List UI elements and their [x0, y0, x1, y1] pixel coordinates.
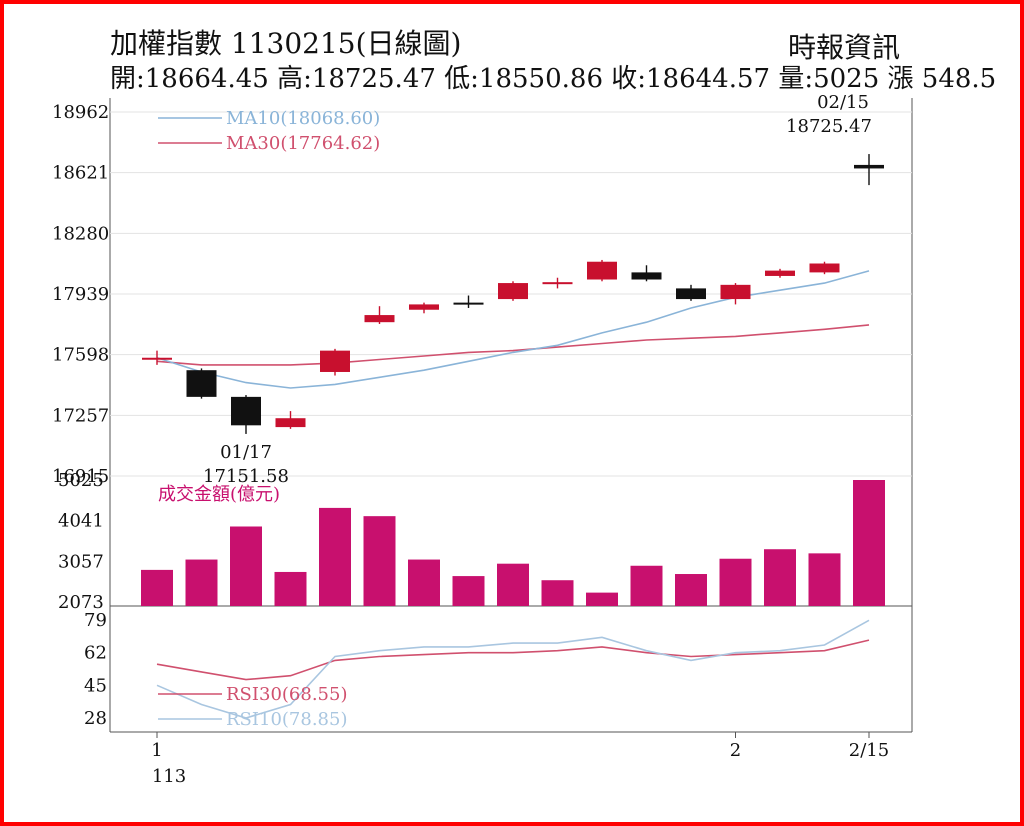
low-annotation-date: 01/17 — [220, 442, 272, 463]
volume-bar — [185, 559, 218, 606]
ohlc-summary: 開:18664.45 高:18725.47 低:18550.86 收:18644… — [110, 64, 997, 94]
volume-tick-label: 2073 — [58, 592, 104, 613]
price-tick-label: 18962 — [52, 102, 109, 123]
rsi-tick-label: 79 — [84, 610, 107, 631]
volume-bar — [452, 576, 485, 606]
rsi-tick-label: 28 — [84, 708, 107, 729]
x-tick-label: 2/15 — [849, 740, 889, 761]
x-tick-label: 1 — [151, 740, 162, 761]
rsi30-legend-label: RSI30(68.55) — [226, 684, 347, 705]
high-annotation-date: 02/15 — [817, 92, 869, 113]
volume-bar — [808, 553, 841, 606]
candle-body — [142, 357, 172, 360]
volume-tick-label: 4041 — [58, 511, 104, 532]
volume-bar — [230, 526, 262, 606]
price-tick-label: 18280 — [52, 223, 109, 244]
price-tick-label: 17939 — [52, 284, 109, 305]
candle-body — [364, 315, 395, 323]
ma30-legend-label: MA30(17764.62) — [226, 133, 380, 154]
candle-body — [720, 284, 751, 300]
volume-bar — [319, 507, 351, 606]
source-label: 時報資訊 — [788, 31, 901, 64]
ma10-legend-label: MA10(18068.60) — [226, 108, 380, 129]
candle-body — [542, 282, 573, 285]
candle-body — [275, 418, 306, 428]
volume-bar — [541, 580, 574, 606]
volume-bar — [363, 516, 396, 606]
candle-body — [498, 283, 528, 300]
x-tick-label: 2 — [730, 740, 741, 761]
volume-tick-label: 3057 — [58, 551, 104, 572]
candle-body — [809, 263, 840, 273]
volume-bar — [408, 559, 440, 606]
candle-body — [587, 261, 617, 280]
x-tick-sublabel: 113 — [152, 766, 186, 787]
rsi-tick-label: 45 — [84, 675, 107, 696]
volume-bar — [719, 558, 752, 606]
price-tick-label: 18621 — [52, 163, 109, 184]
volume-bar — [497, 563, 529, 606]
volume-bar — [630, 565, 663, 606]
candle-body — [765, 270, 795, 276]
volume-label: 成交金額(億元) — [158, 484, 280, 505]
volume-bar — [274, 571, 307, 606]
volume-bar — [141, 569, 173, 606]
candle-body — [676, 288, 706, 300]
candle-body — [631, 272, 662, 280]
candle-body — [409, 304, 439, 310]
volume-bar — [586, 592, 618, 606]
candle-body — [186, 370, 217, 397]
rsi10-line — [156, 619, 870, 719]
candle-body — [231, 396, 261, 426]
candle-body — [453, 302, 484, 305]
rsi-tick-label: 62 — [84, 643, 107, 664]
price-tick-label: 17257 — [52, 405, 109, 426]
volume-bar — [764, 549, 796, 606]
ma30-line — [156, 324, 870, 366]
chart-title: 加權指數 1130215(日線圖) — [110, 27, 462, 60]
low-annotation-value: 17151.58 — [203, 466, 289, 487]
rsi10-legend-label: RSI10(78.85) — [226, 709, 347, 730]
candle-body — [320, 350, 350, 372]
candle-body — [854, 164, 884, 169]
volume-bar — [675, 574, 707, 606]
price-tick-label: 17598 — [52, 345, 109, 366]
high-annotation-value: 18725.47 — [786, 116, 872, 137]
rsi30-line — [156, 639, 870, 681]
price-tick-label: 16915 — [52, 466, 109, 487]
volume-bar — [853, 480, 885, 606]
volume-tick-label: 5025 — [58, 470, 104, 491]
